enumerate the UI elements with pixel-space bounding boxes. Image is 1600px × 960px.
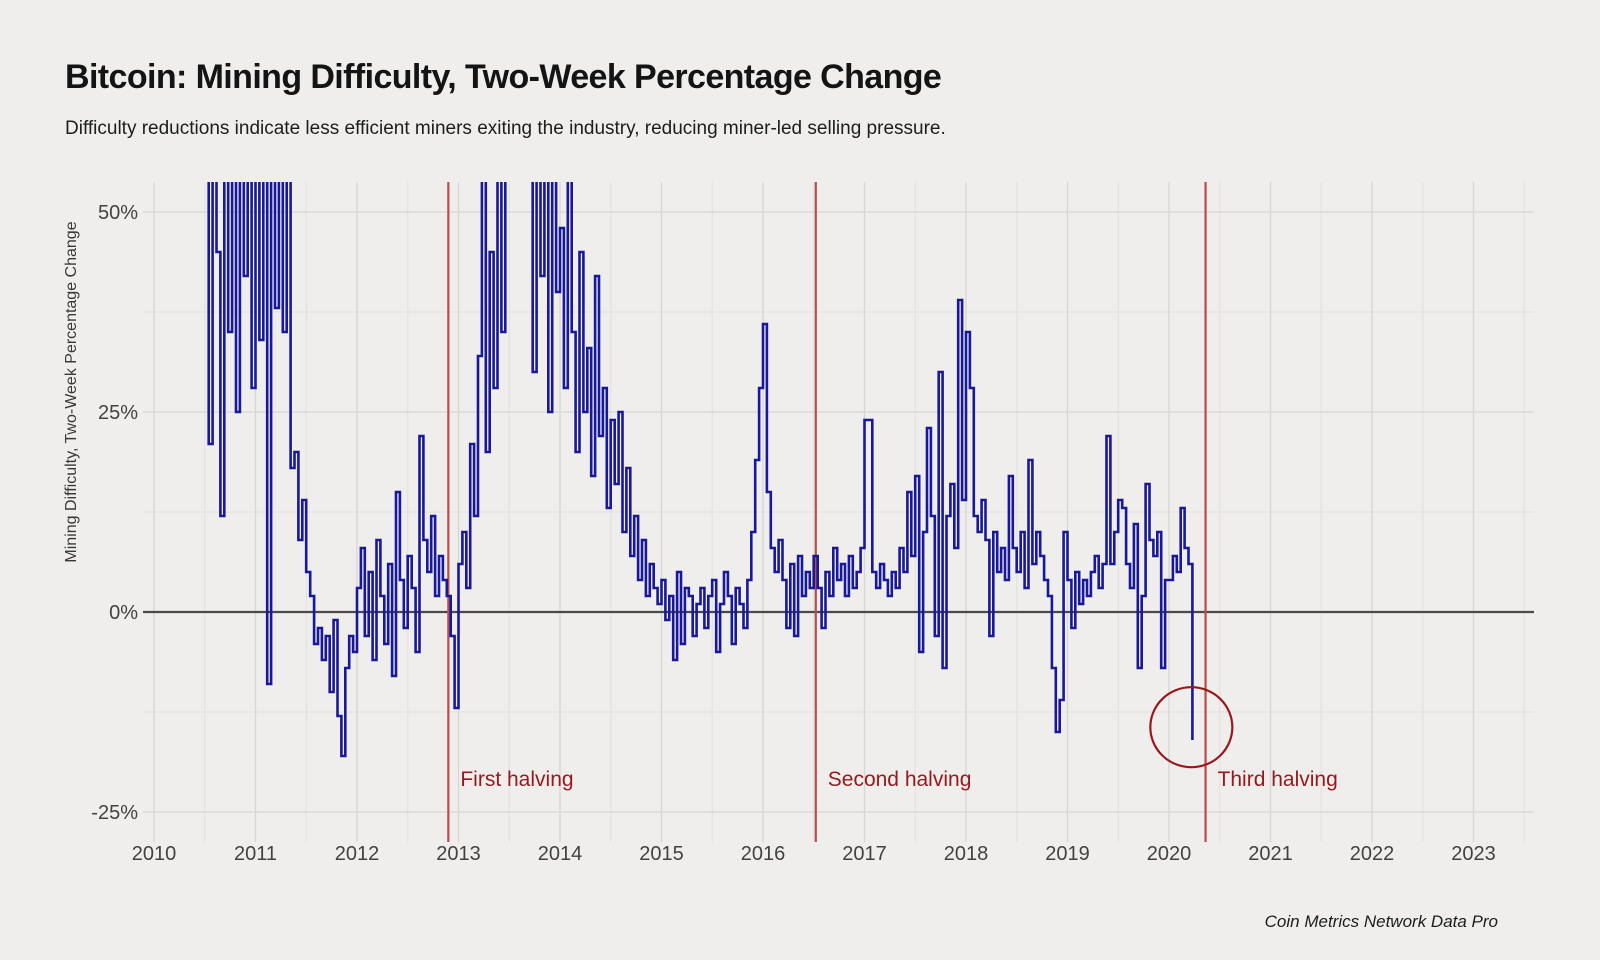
chart-title: Bitcoin: Mining Difficulty, Two-Week Per… [65, 58, 942, 96]
x-tick-label: 2018 [944, 843, 989, 865]
x-tick-label: 2016 [741, 843, 786, 865]
x-tick-label: 2017 [842, 843, 887, 865]
highlight-circle [1149, 686, 1234, 769]
y-tick-label: 50% [98, 202, 138, 224]
x-tick-label: 2014 [538, 843, 583, 865]
x-tick-label: 2015 [639, 843, 684, 865]
difficulty-step-line [207, 182, 1194, 758]
x-tick-label: 2010 [132, 843, 177, 865]
x-tick-label: 2013 [436, 843, 481, 865]
source-attribution: Coin Metrics Network Data Pro [1264, 912, 1498, 931]
x-tick-label: 2022 [1350, 843, 1395, 865]
y-tick-label: -25% [91, 802, 138, 824]
halving-label-3: Third halving [1218, 768, 1338, 791]
y-tick-label: 25% [98, 402, 138, 424]
halving-label-1: First halving [460, 768, 573, 791]
x-tick-label: 2011 [234, 843, 277, 865]
chart-subtitle: Difficulty reductions indicate less effi… [65, 118, 946, 139]
halving-label-2: Second halving [828, 768, 972, 791]
x-tick-label: 2023 [1451, 843, 1496, 865]
x-tick-label: 2012 [335, 843, 380, 865]
x-tick-label: 2019 [1045, 843, 1090, 865]
y-tick-label: 0% [109, 602, 138, 624]
x-tick-label: 2021 [1248, 843, 1293, 865]
x-tick-label: 2020 [1147, 843, 1192, 865]
